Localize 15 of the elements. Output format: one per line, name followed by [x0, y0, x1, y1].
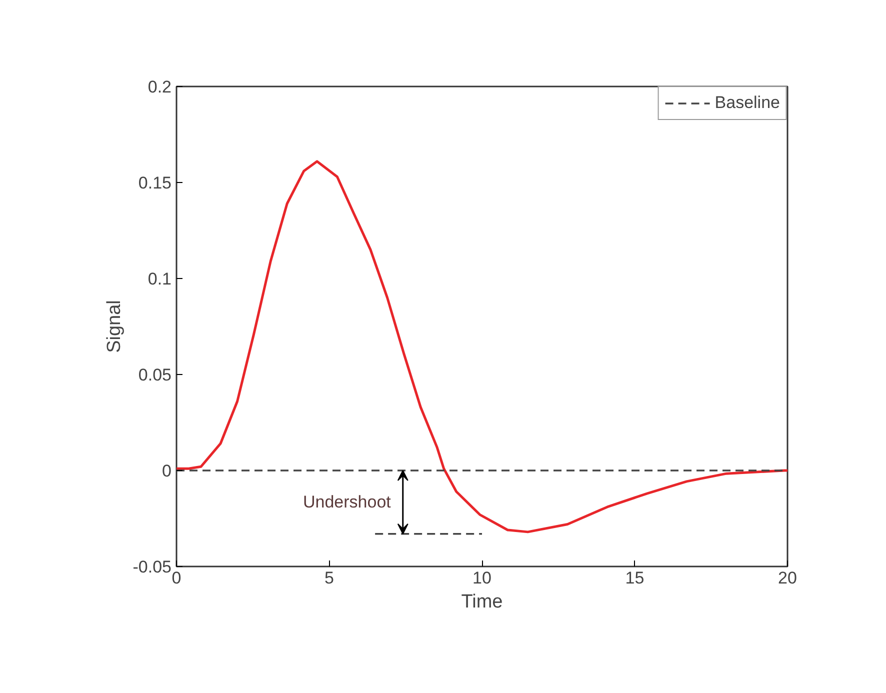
- x-axis-title: Time: [461, 592, 503, 612]
- y-tick-label: -0.05: [132, 558, 172, 576]
- legend-label: Baseline: [714, 93, 780, 113]
- y-tick-label: 0.05: [138, 366, 172, 384]
- line-series: [176, 160, 788, 534]
- y-tick-label: 0.2: [148, 78, 172, 96]
- x-tick-label: 5: [324, 568, 334, 588]
- y-axis-title: Signal: [104, 300, 125, 353]
- x-tick-label: 15: [625, 568, 644, 588]
- y-tick-label: 0.15: [138, 174, 172, 192]
- x-tick-label: 20: [778, 568, 797, 588]
- x-tick-label: 10: [472, 568, 492, 588]
- y-tick-label: 0: [162, 462, 172, 480]
- annotation: Undershoot: [302, 492, 392, 512]
- y-tick-label: 0.1: [148, 270, 172, 288]
